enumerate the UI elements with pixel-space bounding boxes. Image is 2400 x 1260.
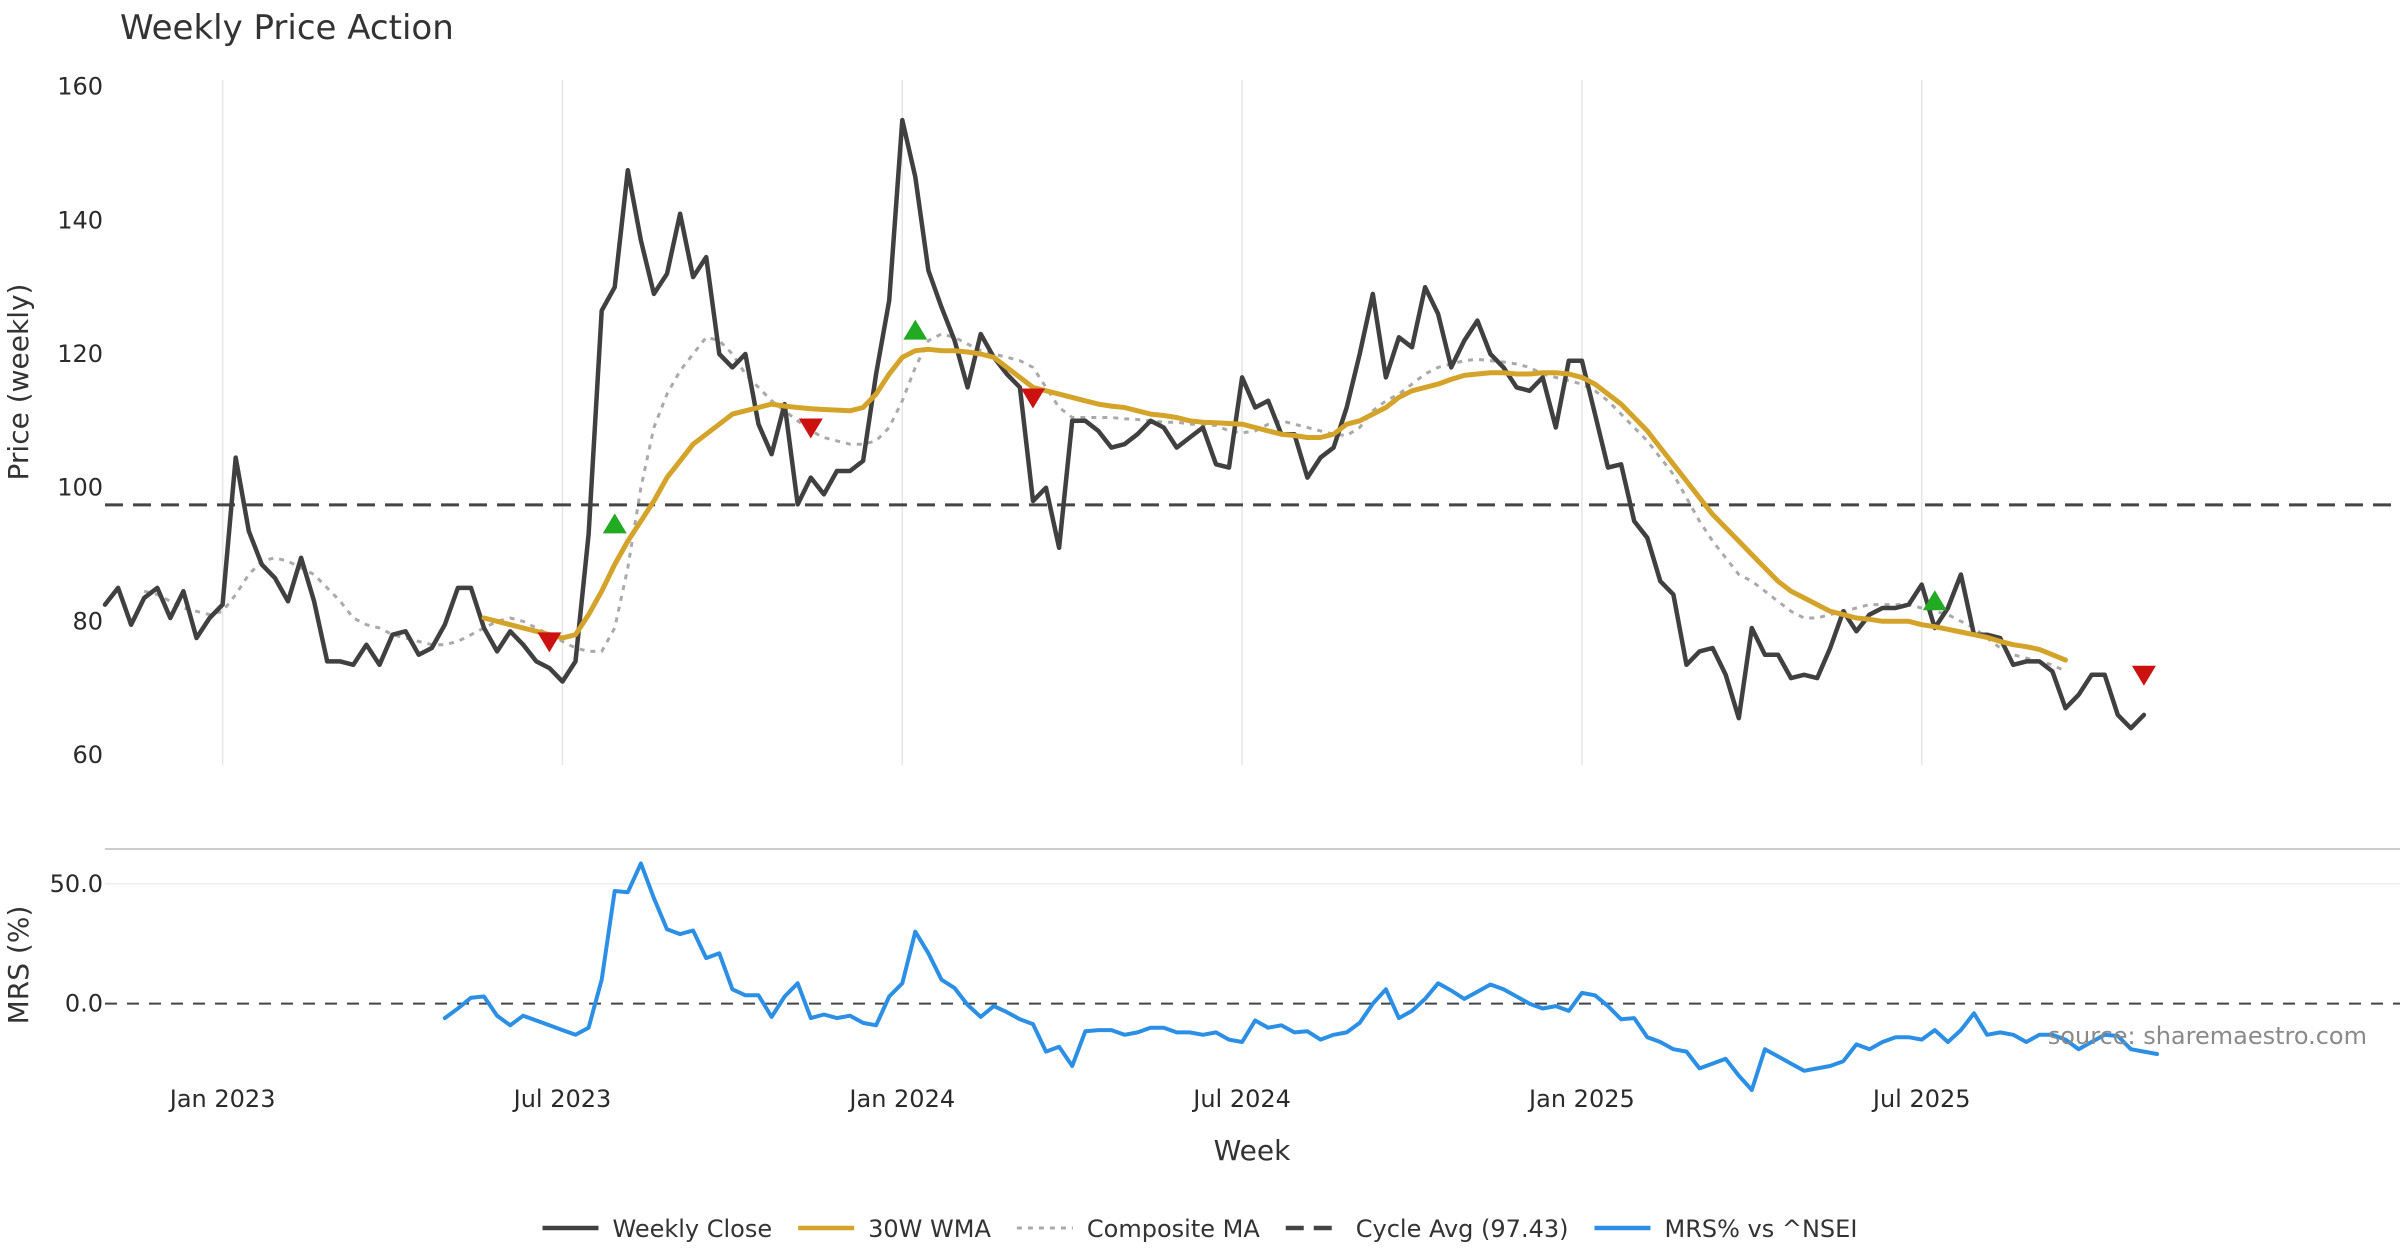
x-tick-label-jan-2023: Jan 2023: [168, 1085, 276, 1113]
reference-lines-layer: [105, 503, 2400, 1005]
legend-label-30w-wma: 30W WMA: [868, 1215, 991, 1243]
price-y-tick-160: 160: [57, 73, 103, 101]
sell-signal-marker-7: [2131, 665, 2156, 686]
source-watermark: source: sharemaestro.com: [2048, 1022, 2367, 1050]
sell-signal-marker-3: [798, 418, 823, 439]
buy-signal-marker-2: [602, 513, 627, 534]
series-layer: [102, 117, 2159, 1092]
price-y-tick-60: 60: [72, 741, 103, 769]
grid-layer: [105, 80, 2400, 885]
legend-item-cycle-avg-97-43: Cycle Avg (97.43): [1285, 1215, 1569, 1243]
x-tick-label-jan-2025: Jan 2025: [1527, 1085, 1635, 1113]
sell-signal-marker-1: [537, 632, 562, 653]
x-tick-label-jul-2025: Jul 2025: [1871, 1085, 1971, 1113]
legend-item-composite-ma: Composite MA: [1016, 1215, 1260, 1243]
series-weekly-close: [102, 117, 2147, 731]
price-y-tick-80: 80: [72, 607, 103, 635]
buy-signal-marker-4: [903, 319, 928, 340]
sell-signal-marker-5: [1020, 388, 1045, 409]
mrs-y-tick-50-0: 50.0: [50, 870, 103, 898]
tick-labels-layer: Jan 2023 Jul 2023 Jan 2024 Jul 2024 Jan 2025…: [50, 73, 1971, 1113]
price-y-tick-100: 100: [57, 474, 103, 502]
legend-label-mrs-vs-nsei: MRS% vs ^NSEI: [1664, 1215, 1857, 1243]
x-tick-label-jul-2023: Jul 2023: [512, 1085, 612, 1113]
x-axis-label: Week: [1214, 1134, 1291, 1167]
price-axis-label: Price (weekly): [2, 284, 35, 481]
x-tick-label-jan-2024: Jan 2024: [847, 1085, 955, 1113]
legend-label-composite-ma: Composite MA: [1087, 1215, 1260, 1243]
price-y-tick-120: 120: [57, 340, 103, 368]
legend-label-cycle-avg-97-43: Cycle Avg (97.43): [1356, 1215, 1569, 1243]
legend-item-weekly-close: Weekly Close: [542, 1215, 773, 1243]
series-composite-ma: [143, 332, 2067, 673]
signal-markers-layer: [537, 319, 2156, 686]
chart-title: Weekly Price Action: [120, 8, 454, 48]
series-30w-wma: [481, 346, 2068, 663]
legend-item-mrs-vs-nsei: MRS% vs ^NSEI: [1594, 1215, 1857, 1243]
series-mrs-vs-nsei: [442, 861, 2159, 1092]
price-y-tick-140: 140: [57, 206, 103, 234]
legend: Weekly Close 30W WMA Composite MA Cycle Avg…: [542, 1215, 1857, 1243]
legend-item-30w-wma: 30W WMA: [798, 1215, 991, 1243]
mrs-y-tick-0-0: 0.0: [65, 990, 103, 1018]
buy-signal-marker-6: [1922, 590, 1947, 611]
legend-label-weekly-close: Weekly Close: [613, 1215, 773, 1243]
mrs-axis-label: MRS (%): [2, 906, 35, 1025]
x-tick-label-jul-2024: Jul 2024: [1191, 1085, 1291, 1113]
